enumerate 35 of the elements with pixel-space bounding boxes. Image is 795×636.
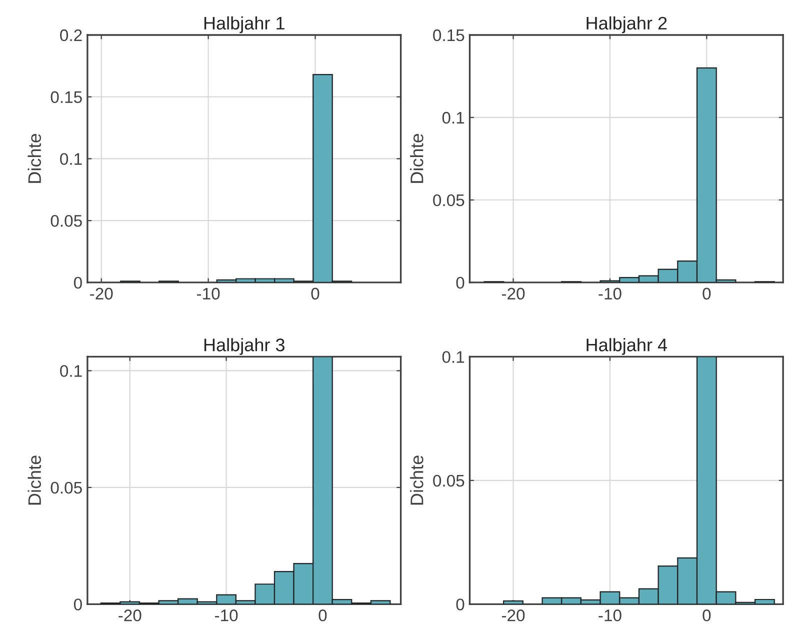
chart-title: Halbjahr 4: [586, 338, 668, 355]
x-tick-label: -20: [502, 288, 525, 300]
y-tick-label: 0.05: [50, 482, 82, 494]
y-tick-label: 0.1: [60, 365, 82, 377]
x-tick-label: -20: [90, 288, 113, 300]
y-axis-title: Dichte: [410, 456, 424, 505]
y-axis-title: Dichte: [28, 456, 42, 505]
y-tick-label: 0.1: [442, 351, 464, 363]
y-tick-label: 0: [74, 276, 82, 289]
y-tick-label: 0.15: [50, 91, 82, 104]
y-tick-label: 0.2: [60, 29, 82, 42]
y-axis-title: Dichte: [410, 134, 424, 183]
x-tick-label: -10: [598, 288, 622, 300]
x-tick-label: 0: [702, 288, 711, 300]
y-tick-label: 0: [456, 598, 464, 610]
x-tick-label: -10: [196, 288, 220, 300]
x-tick-label: 0: [702, 610, 711, 622]
x-tick-label: 0: [311, 288, 320, 300]
y-axis-title: Dichte: [28, 134, 42, 183]
x-tick-label: 0: [318, 610, 327, 622]
y-tick-label: 0.1: [60, 153, 82, 165]
x-tick-label: -20: [118, 610, 142, 622]
x-tick-label: -10: [214, 610, 238, 622]
x-tick-label: -10: [598, 610, 622, 622]
chart-title: Halbjahr 2: [586, 16, 667, 34]
y-tick-label: 0.05: [50, 214, 82, 227]
y-tick-label: 0: [456, 276, 464, 289]
y-tick-label: 0: [74, 598, 82, 610]
y-tick-label: 0.1: [442, 112, 464, 124]
y-tick-label: 0.05: [433, 194, 464, 206]
chart-title: Halbjahr 3: [204, 338, 284, 355]
chart-title: Halbjahr 1: [204, 16, 284, 34]
y-tick-label: 0.05: [433, 474, 464, 487]
x-tick-label: -20: [502, 610, 525, 622]
y-tick-label: 0.15: [433, 29, 464, 42]
